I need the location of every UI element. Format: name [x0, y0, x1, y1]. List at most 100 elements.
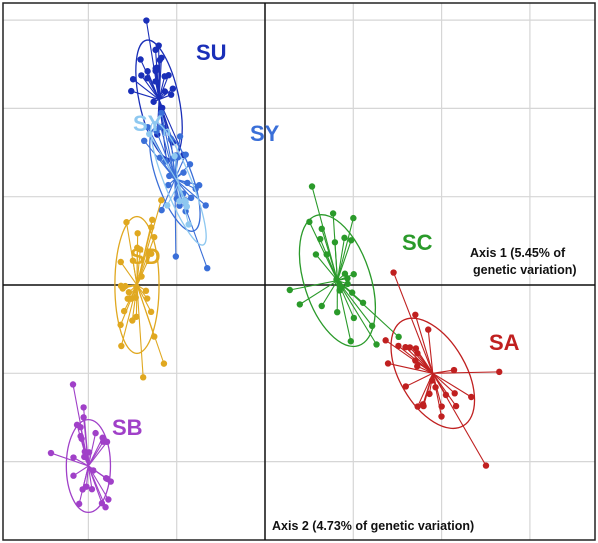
group-label-SC: SC	[402, 230, 433, 255]
point-SU	[138, 72, 145, 79]
point-SY	[176, 202, 183, 209]
point-SA	[412, 357, 419, 364]
point-SD	[123, 219, 130, 226]
spoke-SYn	[166, 183, 179, 206]
point-SD	[149, 216, 156, 224]
point-SB	[80, 404, 87, 411]
spoke-SA	[432, 372, 472, 398]
point-SY	[158, 206, 165, 214]
point-SB	[105, 496, 112, 503]
point-SC	[348, 289, 356, 296]
point-SY	[182, 151, 189, 158]
spoke-SU	[158, 76, 166, 100]
point-SU	[144, 74, 151, 82]
point-SC	[296, 301, 304, 308]
point-SYn	[146, 130, 153, 138]
spoke-SYn	[148, 133, 179, 184]
point-SU	[161, 88, 169, 95]
point-SD	[129, 257, 137, 264]
point-SD	[158, 197, 165, 204]
point-SB	[90, 467, 97, 474]
spoke-SU	[132, 78, 160, 101]
ellipse-SY	[149, 126, 201, 232]
point-SU	[144, 68, 151, 75]
spoke-SU	[158, 75, 170, 100]
spoke-SU	[131, 90, 160, 101]
point-SB	[70, 454, 77, 461]
point-SC	[348, 237, 355, 244]
point-SY	[196, 182, 203, 189]
point-SC	[308, 183, 316, 190]
point-SU	[169, 85, 177, 92]
point-SB	[102, 504, 109, 511]
point-SY	[153, 127, 160, 135]
point-SD	[160, 360, 168, 367]
point-SC	[395, 333, 402, 341]
point-SD	[120, 307, 128, 315]
grid-lines	[3, 3, 595, 540]
point-SY	[186, 161, 194, 168]
point-SU	[128, 87, 135, 95]
spoke-SC	[336, 237, 346, 281]
point-SA	[382, 337, 389, 344]
point-SA	[402, 383, 410, 390]
spoke-SB	[87, 432, 97, 467]
spoke-SU	[140, 75, 160, 100]
point-SY	[172, 253, 180, 260]
spoke-SA	[405, 346, 434, 374]
point-SC	[338, 284, 346, 291]
group-label-SA: SA	[489, 330, 520, 355]
point-SY	[166, 172, 173, 180]
point-SB	[77, 423, 84, 431]
point-SC	[329, 210, 337, 217]
point-SA	[452, 402, 460, 410]
spoke-SA	[427, 329, 434, 374]
point-SA	[420, 402, 427, 410]
point-SA	[438, 403, 445, 410]
spoke-SD	[125, 222, 138, 286]
ellipse-SA	[390, 317, 476, 430]
spoke-SA	[432, 372, 457, 407]
spoke-SD	[136, 233, 139, 286]
point-SC	[306, 218, 313, 226]
point-SA	[384, 360, 392, 367]
point-SA	[450, 366, 458, 374]
point-SC	[312, 251, 320, 258]
point-SA	[438, 413, 445, 420]
spoke-SA	[414, 360, 434, 374]
spoke-SD	[136, 200, 162, 286]
spoke-SY	[160, 112, 176, 180]
point-SU	[129, 76, 137, 83]
point-SC	[368, 322, 376, 330]
spoke-SD	[136, 284, 155, 337]
point-SYn	[164, 202, 171, 209]
group-label-text: SC	[402, 230, 433, 255]
point-SD	[147, 308, 155, 316]
point-SD	[119, 285, 126, 292]
group-label-text: SB	[112, 415, 143, 440]
point-SD	[132, 294, 139, 301]
point-SB	[80, 414, 87, 421]
spoke-SA	[428, 373, 434, 394]
spoke-SC	[308, 221, 338, 281]
point-SC	[341, 234, 348, 242]
spoke-SA	[432, 371, 500, 374]
group-label-SU: SU	[196, 40, 227, 65]
point-SC	[317, 235, 324, 243]
group-label-SD: SD	[130, 244, 161, 269]
point-SC	[350, 214, 357, 222]
point-SY	[157, 123, 164, 131]
point-SY	[180, 169, 187, 176]
point-SA	[426, 390, 433, 398]
point-SB	[103, 438, 111, 446]
point-SD	[133, 283, 140, 290]
group-label-text: SA	[489, 330, 520, 355]
point-SY	[144, 123, 151, 131]
group-label-SB: SB	[112, 415, 143, 440]
spoke-SA	[414, 314, 434, 374]
spoke-SC	[289, 280, 338, 291]
groups-layer	[47, 17, 503, 514]
point-SB	[69, 381, 77, 388]
